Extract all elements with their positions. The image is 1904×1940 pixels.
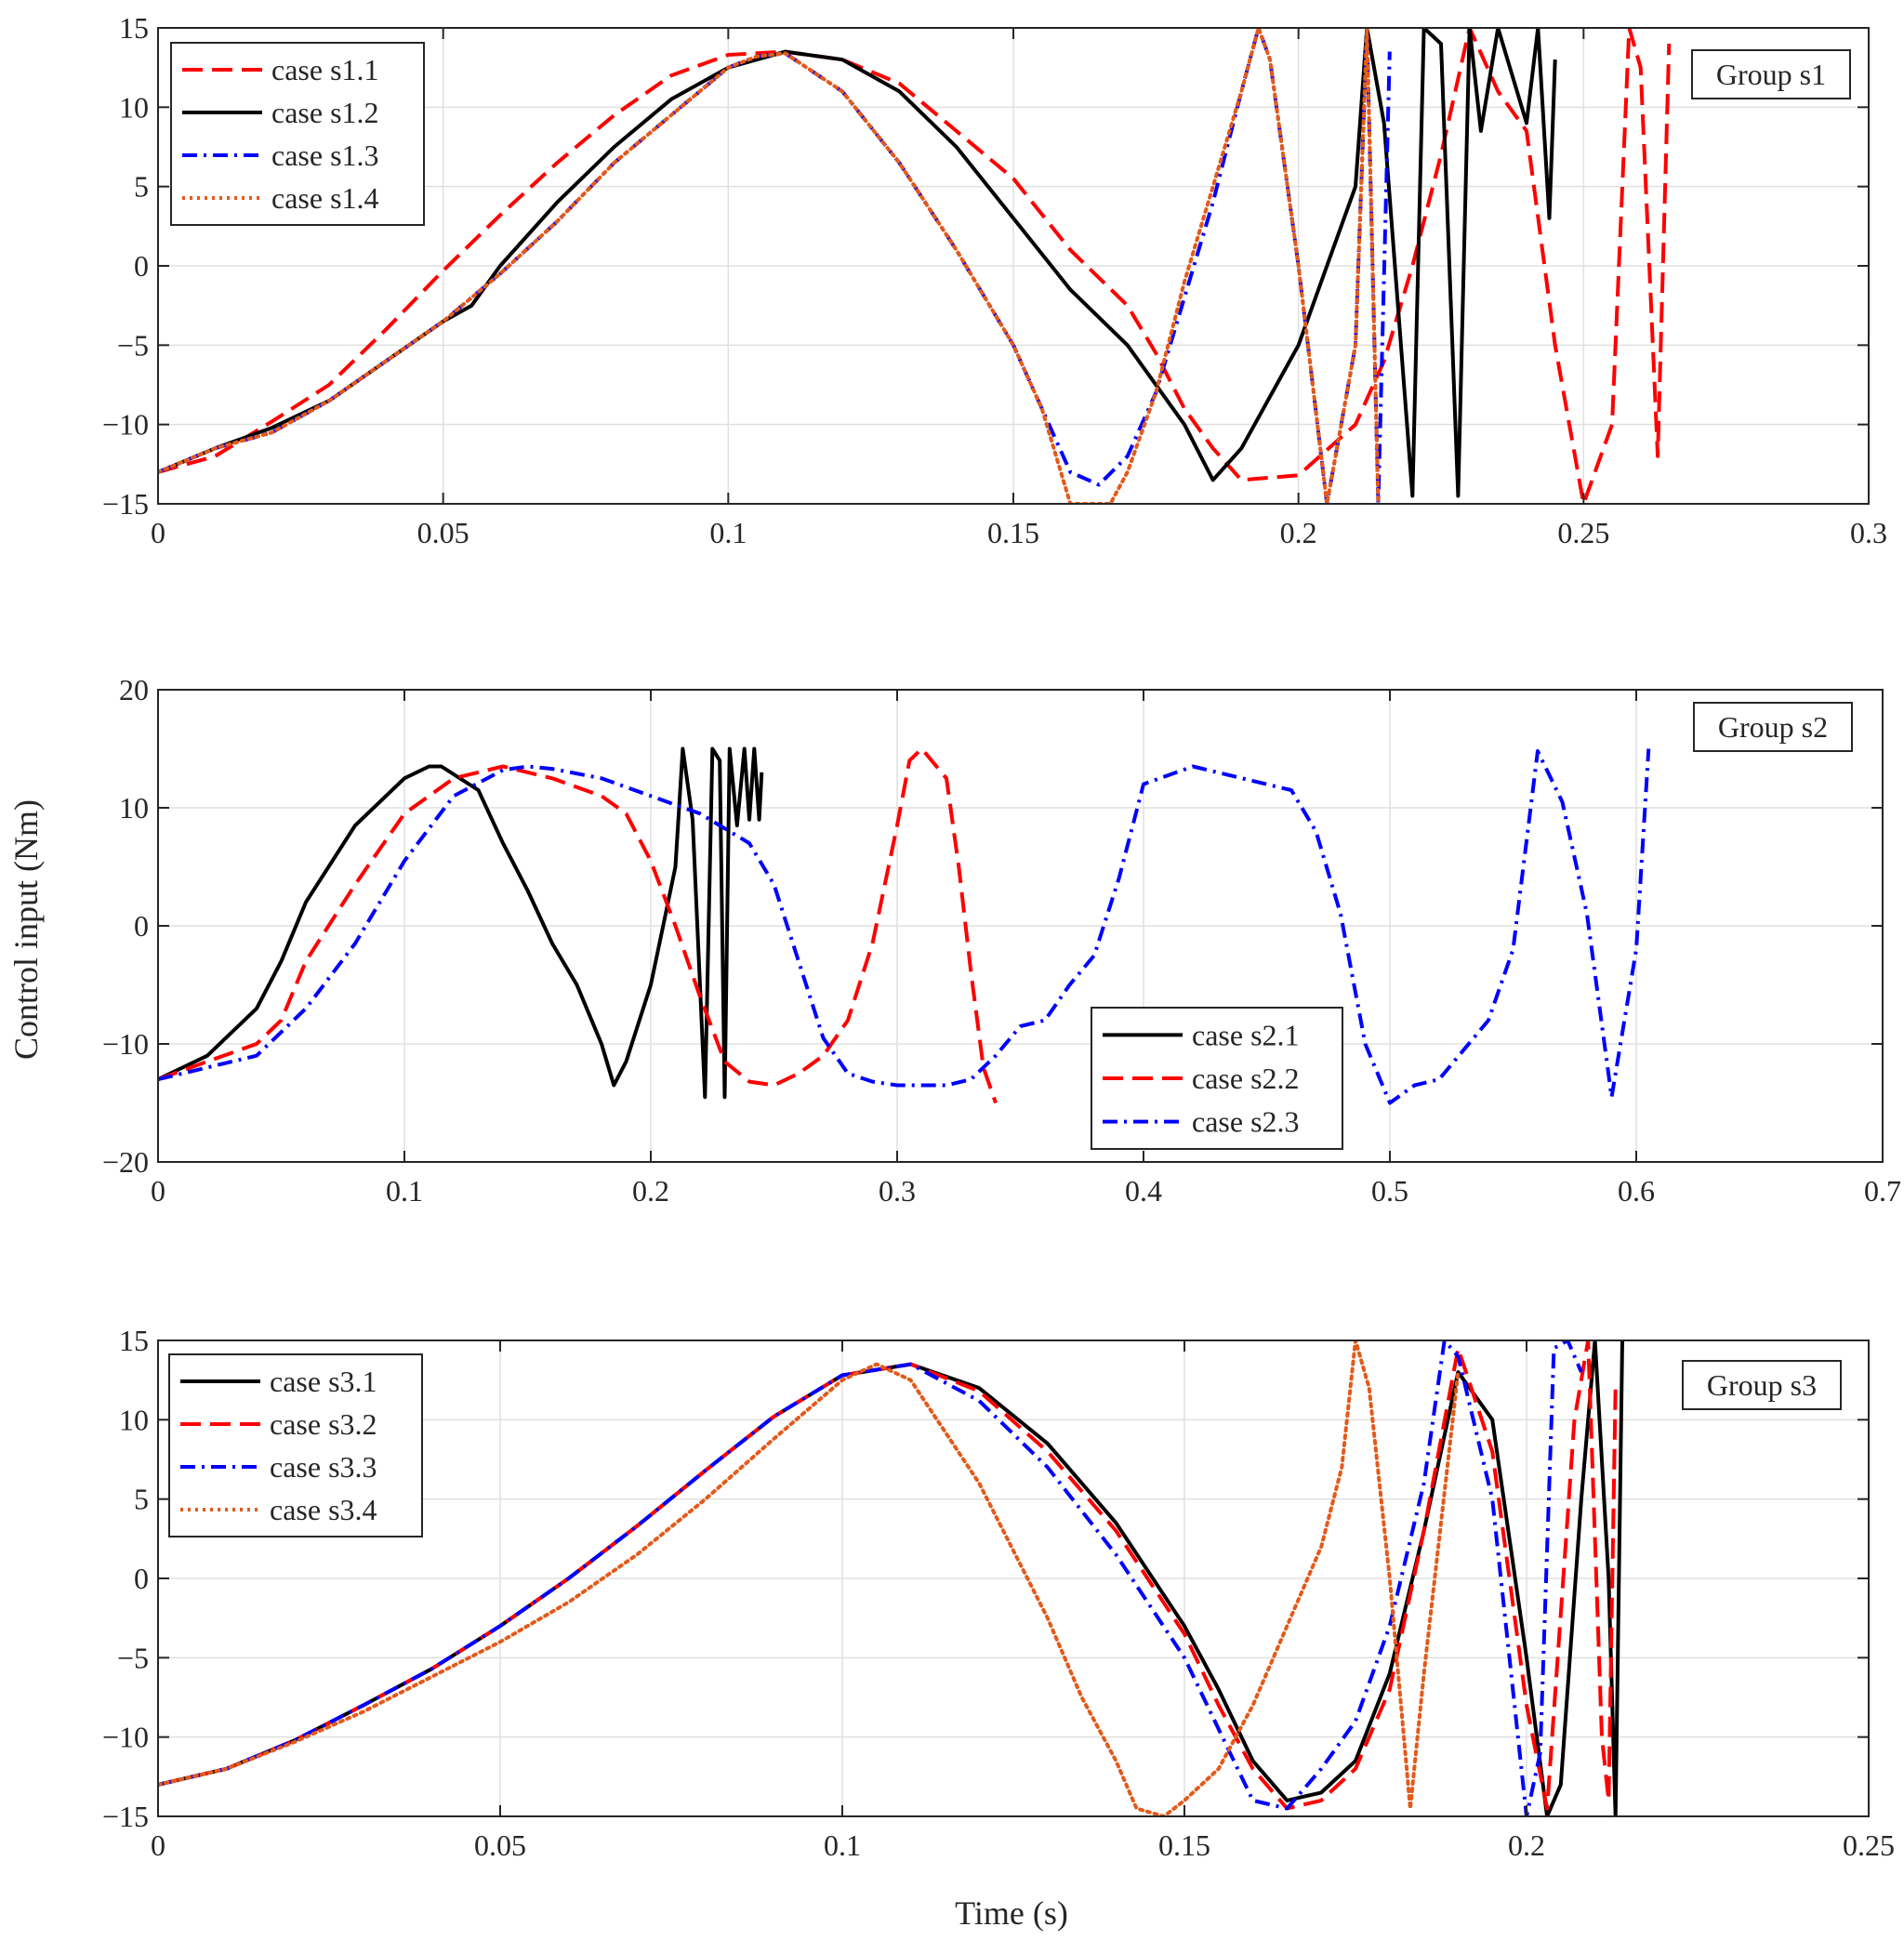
x-tick-label: 0.6 [1618,1174,1655,1208]
legend-box [1091,1007,1343,1150]
x-tick-label: 0.2 [1280,516,1317,549]
series-line-case-s2-2 [158,746,998,1104]
series-lines [158,1340,1624,1816]
grid [158,1340,1869,1816]
legend-label: case s1.1 [271,53,379,86]
x-tick-label: 0 [151,1174,165,1208]
series-line-case-s3-4 [158,1340,1461,1816]
legend-label: case s3.2 [270,1407,377,1441]
x-tick-label: 0.1 [709,516,747,549]
y-axis-title: Control input (Nm) [7,799,45,1060]
y-tick-label: −20 [102,1145,149,1179]
x-axis-title: Time (s) [955,1894,1068,1932]
y-tick-label: 10 [119,791,149,825]
x-tick-label: 0.3 [1850,516,1887,549]
group-annotation: Group s1 [1691,49,1851,99]
x-tick-label: 0.25 [1843,1828,1895,1862]
x-tick-label: 0.25 [1557,516,1609,549]
y-tick-label: 10 [119,1403,149,1436]
y-tick-label: 0 [134,1562,149,1595]
legend: case s1.1 case s1.2 case s1.3 case s1.4 [170,42,425,226]
panel-group-s2: 0 0.1 0.2 0.3 0.4 0.5 0.6 0.7 −20 −10 0 10 20 case s… [102,673,1901,1208]
x-tick-label: 0.05 [474,1828,526,1862]
panel-group-s1: 0 0.05 0.1 0.15 0.2 0.25 0.3 −15 −10 −5 0 5 10 15 cas… [102,11,1887,549]
x-tick-label: 0 [151,516,165,549]
ticks: 0 0.05 0.1 0.15 0.2 0.25 0.3 −15 −10 −5 0 5 10 15 [102,11,1887,549]
legend-label: case s1.2 [271,96,379,129]
legend: case s3.1 case s3.2 case s3.3 case s3.4 [168,1353,423,1537]
series-line-case-s3-2 [158,1340,1618,1811]
legend-box [168,1353,423,1537]
panel-group-s3: 0 0.05 0.1 0.15 0.2 0.25 −15 −10 −5 0 5 10 15 case s… [102,1324,1895,1862]
grid [158,690,1883,1162]
x-tick-label: 0.4 [1125,1174,1162,1208]
y-tick-label: 0 [134,909,149,943]
y-tick-label: 5 [134,170,149,204]
legend-label: case s3.1 [270,1365,377,1398]
y-tick-label: 5 [134,1483,149,1516]
ticks: 0 0.05 0.1 0.15 0.2 0.25 −15 −10 −5 0 5 10 15 [102,1324,1895,1862]
y-tick-label: 0 [134,249,149,283]
legend-label: case s2.3 [1192,1105,1300,1139]
legend-label: case s2.1 [1192,1018,1300,1051]
x-tick-label: 0.2 [632,1174,669,1208]
grid [158,28,1869,504]
legend-label: case s1.3 [271,139,379,172]
y-tick-label: 20 [119,673,149,706]
group-label: Group s3 [1707,1368,1817,1402]
group-annotation: Group s2 [1693,702,1853,752]
y-tick-label: −15 [102,1800,149,1833]
x-tick-label: 0.3 [879,1174,916,1208]
series-lines [158,28,1672,504]
x-tick-label: 0.1 [386,1174,423,1208]
series-line-case-s1-2 [158,28,1557,498]
x-tick-label: 0.5 [1371,1174,1408,1208]
y-tick-label: 15 [119,1324,149,1357]
x-tick-label: 0.2 [1508,1828,1545,1862]
legend-label: case s2.2 [1192,1062,1300,1095]
group-label: Group s2 [1718,710,1828,744]
x-tick-label: 0.15 [987,516,1039,549]
ticks: 0 0.1 0.2 0.3 0.4 0.5 0.6 0.7 −20 −10 0 10 20 [102,673,1901,1208]
y-tick-label: 10 [119,90,149,124]
y-tick-label: −10 [102,1027,149,1061]
group-annotation: Group s3 [1682,1360,1842,1410]
x-tick-label: 0 [151,1828,165,1862]
group-label-box [1691,49,1851,99]
legend-box [170,42,425,226]
x-tick-label: 0.7 [1864,1174,1901,1208]
y-tick-label: 15 [119,11,149,45]
y-tick-label: −5 [117,1641,149,1674]
series-lines [158,746,1651,1105]
series-line-case-s2-1 [158,746,764,1100]
x-tick-label: 0.1 [824,1828,861,1862]
legend-label: case s1.4 [271,181,379,215]
series-line-case-s1-4 [158,28,1381,504]
group-label-box [1682,1360,1842,1410]
x-tick-label: 0.05 [417,516,469,549]
series-line-case-s3-3 [158,1340,1583,1816]
series-line-case-s2-3 [158,748,1651,1105]
y-tick-label: −5 [117,328,149,362]
series-line-case-s1-1 [158,28,1672,504]
legend-label: case s3.4 [270,1493,377,1526]
group-label-box [1693,702,1853,752]
legend: case s2.1 case s2.2 case s2.3 [1091,1007,1343,1150]
y-tick-label: −10 [102,1721,149,1754]
y-tick-label: −10 [102,408,149,442]
x-tick-label: 0.15 [1158,1828,1210,1862]
group-label: Group s1 [1716,58,1826,91]
y-tick-label: −15 [102,487,149,521]
legend-label: case s3.3 [270,1450,377,1484]
